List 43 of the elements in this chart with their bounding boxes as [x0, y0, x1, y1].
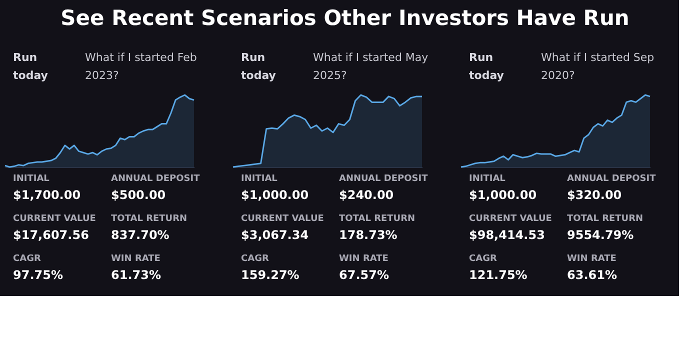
text: $500.00 [111, 188, 166, 202]
text: CURRENT VALUE [13, 214, 96, 224]
text: ANNUAL DEPOSIT [339, 174, 429, 184]
text: INITIAL [13, 174, 50, 184]
text: $17,607.56 [13, 228, 89, 242]
text: $3,067.34 [241, 228, 309, 242]
text: Run today [13, 51, 48, 82]
text: $1,000.00 [469, 188, 537, 202]
text: CAGR [13, 254, 41, 264]
text: $240.00 [339, 188, 394, 202]
text: CURRENT VALUE [469, 214, 552, 224]
text: ANNUAL DEPOSIT [111, 174, 201, 184]
text: $1,000.00 [241, 188, 309, 202]
text: $1,700.00 [13, 188, 81, 202]
text: 67.57% [339, 268, 389, 282]
text: CAGR [241, 254, 269, 264]
chart-title: What if I started Feb 2023? [85, 51, 197, 82]
text: See Recent Scenarios Other Investors Have Run [60, 6, 630, 30]
text: TOTAL RETURN [111, 214, 188, 224]
text: 121.75% [469, 268, 528, 282]
text: INITIAL [241, 174, 278, 184]
text: Run today [469, 51, 504, 82]
text: 159.27% [241, 268, 300, 282]
text: TOTAL RETURN [339, 214, 416, 224]
text: 63.61% [567, 268, 617, 282]
text: $98,414.53 [469, 228, 545, 242]
text: 9554.79% [567, 228, 634, 242]
chart-title: What if I started Sep 2020? [541, 51, 654, 82]
text: WIN RATE [567, 254, 616, 264]
text: CAGR [469, 254, 497, 264]
text: CURRENT VALUE [241, 214, 324, 224]
text: TOTAL RETURN [567, 214, 644, 224]
text: $320.00 [567, 188, 622, 202]
text: WIN RATE [339, 254, 388, 264]
chart-title: What if I started May 2025? [313, 51, 429, 82]
text: ANNUAL DEPOSIT [567, 174, 657, 184]
text: WIN RATE [111, 254, 160, 264]
text: 97.75% [13, 268, 63, 282]
text: Run today [241, 51, 276, 82]
text: INITIAL [469, 174, 506, 184]
text: 837.70% [111, 228, 170, 242]
text: 61.73% [111, 268, 161, 282]
text: 178.73% [339, 228, 398, 242]
